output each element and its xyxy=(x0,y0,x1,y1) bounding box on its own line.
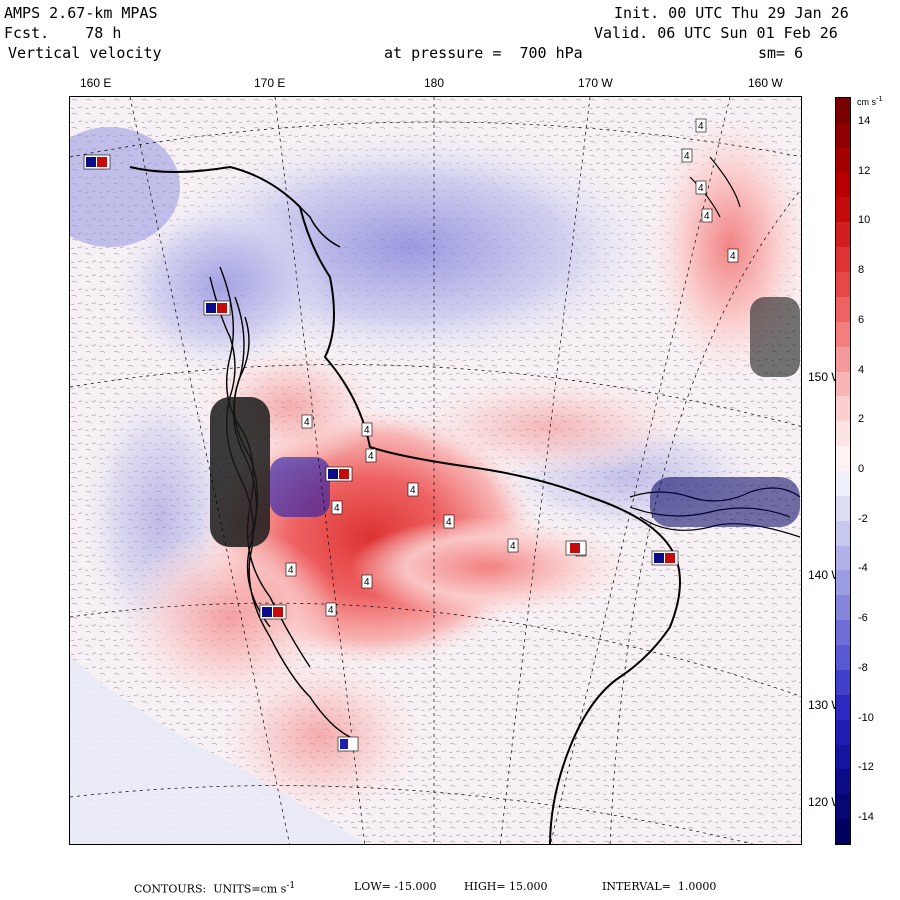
colorbar-tick-label: -6 xyxy=(858,612,868,625)
colorbar-tick-label: 6 xyxy=(858,313,865,326)
field-name: Vertical velocity xyxy=(8,44,162,62)
colorbar-segment xyxy=(836,321,850,348)
colorbar-tick-label: -4 xyxy=(858,562,868,575)
contour-label: 4 xyxy=(328,605,334,616)
colorbar-segment xyxy=(836,694,850,721)
extreme-markers xyxy=(83,154,679,752)
contour-label: 4 xyxy=(364,577,370,588)
strong-updraft-cells xyxy=(210,297,800,547)
colorbar-segment xyxy=(836,520,850,547)
colorbar-segment xyxy=(836,222,850,248)
contour-label: 4 xyxy=(368,451,374,462)
colorbar-segment xyxy=(836,346,850,373)
colorbar-segment xyxy=(836,446,850,472)
contour-label: 4 xyxy=(364,425,370,436)
lat-label-130w: 130 W xyxy=(808,698,843,712)
colorbar-tick-label: -10 xyxy=(858,711,874,724)
contour-label: 4 xyxy=(304,417,310,428)
lon-label-160e: 160 E xyxy=(80,76,112,90)
contour-label: 4 xyxy=(410,485,416,496)
colorbar-segment xyxy=(836,371,850,397)
colorbar-segment xyxy=(836,247,850,273)
colorbar-units-exp: -1 xyxy=(876,94,883,103)
colorbar-tick-label: -8 xyxy=(858,661,868,674)
colorbar-tick-label: 0 xyxy=(858,463,865,475)
colorbar-segment xyxy=(836,769,850,795)
colorbar-segment xyxy=(836,545,850,571)
colorbar-segment xyxy=(836,98,850,124)
colorbar-segment xyxy=(836,122,850,149)
footer-low: LOW= -15.000 xyxy=(354,880,437,893)
colorbar-segment xyxy=(836,471,850,497)
colorbar-tick-label: 4 xyxy=(858,363,865,376)
coastline xyxy=(129,165,681,844)
colorbar-units: cm s-1 xyxy=(857,94,883,107)
colorbar-tick-label: -12 xyxy=(858,761,874,774)
contour-label: 4 xyxy=(288,565,294,576)
footer-units: UNITS=cm s xyxy=(213,882,287,896)
contour-label: 4 xyxy=(704,211,710,222)
forecast-value: 78 h xyxy=(85,24,122,42)
colorbar xyxy=(835,97,851,845)
colorbar-tick-label: 14 xyxy=(858,114,871,127)
footer-contours-label: CONTOURS: xyxy=(134,882,207,896)
colorbar-segment xyxy=(836,296,850,323)
colorbar-segment xyxy=(836,794,850,820)
contour-label: 4 xyxy=(446,517,452,528)
footer-units-exp: -1 xyxy=(286,880,296,891)
lon-label-170e: 170 E xyxy=(254,76,286,90)
forecast-label: Fcst. xyxy=(4,24,50,42)
colorbar-segment xyxy=(836,744,850,770)
colorbar-tick-label: -14 xyxy=(858,811,874,824)
map-svg: 4 4 4 4 4 4 4 4 4 4 4 4 4 4 4 4 xyxy=(70,97,801,844)
graticule xyxy=(70,97,801,844)
footer-interval: INTERVAL= 1.0000 xyxy=(602,880,717,893)
colorbar-segment xyxy=(836,719,850,746)
pressure-level: at pressure = 700 hPa xyxy=(384,44,583,62)
valid-time: Valid. 06 UTC Sun 01 Feb 26 xyxy=(594,24,838,42)
colorbar-segment xyxy=(836,172,850,198)
colorbar-tick-label: 8 xyxy=(858,264,865,277)
colorbar-segment xyxy=(836,396,850,422)
colorbar-segment xyxy=(836,669,850,696)
lat-label-140w: 140 W xyxy=(808,568,843,582)
contour-label: 4 xyxy=(684,151,690,162)
lon-label-180: 180 xyxy=(424,76,445,90)
forecast-hour: Fcst. 78 h xyxy=(4,24,121,42)
footer-high: HIGH= 15.000 xyxy=(464,880,548,893)
colorbar-segment xyxy=(836,570,850,596)
colorbar-segment xyxy=(836,147,850,174)
colorbar-tick-label: 2 xyxy=(858,413,865,426)
map-panel: 4 4 4 4 4 4 4 4 4 4 4 4 4 4 4 4 xyxy=(69,96,802,845)
colorbar-segment xyxy=(836,819,850,845)
contour-label: 4 xyxy=(698,183,704,194)
colorbar-units-text: cm s xyxy=(857,97,876,107)
contour-label: 4 xyxy=(334,503,340,514)
lat-label-120w: 120 W xyxy=(808,795,843,809)
colorbar-tick-label: 12 xyxy=(858,164,871,177)
colorbar-segment xyxy=(836,595,850,621)
colorbar-segment xyxy=(836,197,850,223)
colorbar-segment xyxy=(836,272,850,298)
init-time: Init. 00 UTC Thu 29 Jan 26 xyxy=(614,4,849,22)
smoothing: sm= 6 xyxy=(758,44,804,62)
contour-label: 4 xyxy=(730,251,736,262)
footer-contours: CONTOURS: UNITS=cm s-1 xyxy=(134,880,295,896)
colorbar-segment xyxy=(836,620,850,646)
colorbar-tick-label: 10 xyxy=(858,214,871,227)
colorbar-tick-label: -2 xyxy=(858,512,868,525)
contour-label: 4 xyxy=(698,121,704,132)
contour-label: 4 xyxy=(510,541,516,552)
lon-label-160w: 160 W xyxy=(748,76,783,90)
model-title: AMPS 2.67-km MPAS xyxy=(4,4,158,22)
lon-label-170w: 170 W xyxy=(578,76,613,90)
colorbar-segment xyxy=(836,421,850,447)
colorbar-segment xyxy=(836,645,850,671)
lat-label-150w: 150 W xyxy=(808,370,843,384)
colorbar-segment xyxy=(836,495,850,522)
